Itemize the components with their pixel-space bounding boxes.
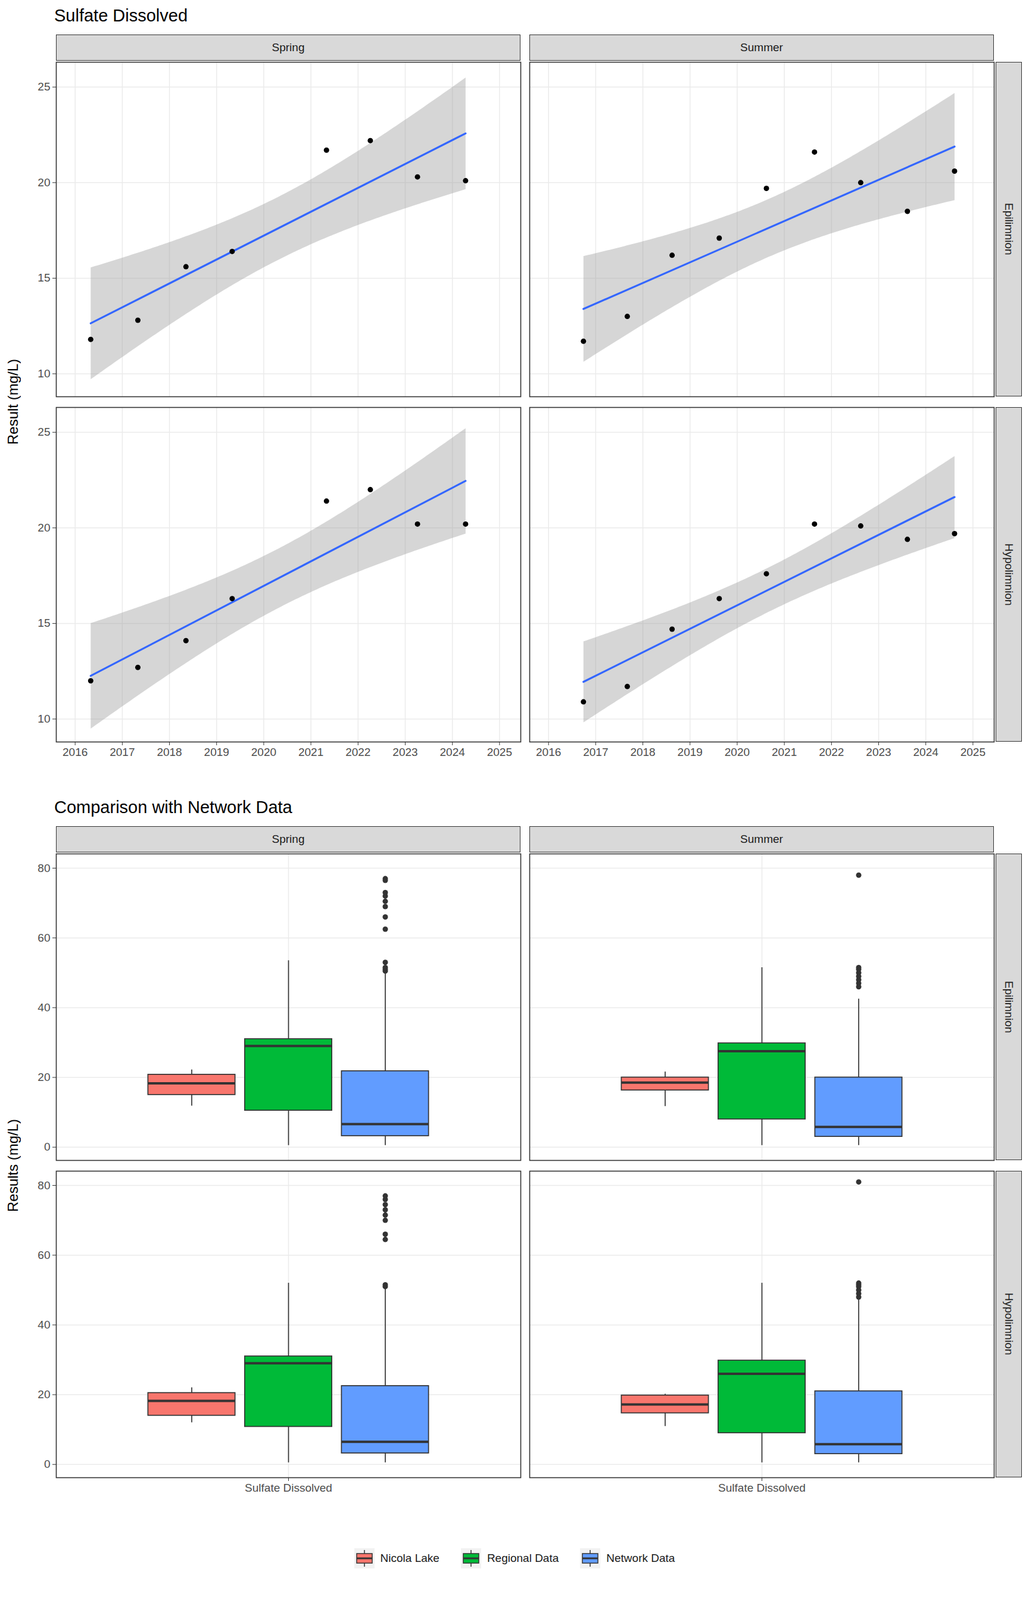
html-text:Epilimnion: Epilimnion: [1002, 203, 1016, 256]
svg-text:15: 15: [37, 616, 51, 630]
svg-text:80: 80: [37, 1179, 51, 1193]
svg-text:2018: 2018: [156, 746, 182, 759]
svg-text:2022: 2022: [345, 746, 371, 759]
svg-text:2025: 2025: [487, 746, 513, 759]
svg-text:Sulfate Dissolved: Sulfate Dissolved: [718, 1482, 806, 1495]
svg-text:2019: 2019: [204, 746, 230, 759]
svg-text:80: 80: [37, 862, 51, 875]
svg-text:2025: 2025: [960, 746, 986, 759]
svg-text:2016: 2016: [535, 746, 561, 759]
html-text:Comparison with Network Data: Comparison with Network Data: [54, 797, 293, 818]
html-text:Regional Data: Regional Data: [487, 1552, 559, 1565]
html-text:Summer: Summer: [740, 41, 784, 54]
svg-text:2016: 2016: [62, 746, 88, 759]
svg-text:0: 0: [44, 1458, 51, 1471]
html-text:Network Data: Network Data: [606, 1552, 675, 1565]
svg-text:Sulfate Dissolved: Sulfate Dissolved: [244, 1482, 333, 1495]
svg-text:20: 20: [37, 1388, 51, 1402]
svg-text:0: 0: [44, 1140, 51, 1154]
html-text:Hypolimnion: Hypolimnion: [1002, 1293, 1016, 1356]
svg-text:25: 25: [37, 80, 51, 93]
svg-text:25: 25: [37, 425, 51, 439]
svg-text:2020: 2020: [724, 746, 750, 759]
html-text:Hypolimnion: Hypolimnion: [1002, 543, 1016, 606]
svg-text:2021: 2021: [771, 746, 797, 759]
svg-text:2022: 2022: [818, 746, 844, 759]
svg-text:20: 20: [37, 176, 51, 189]
svg-text:40: 40: [37, 1319, 51, 1332]
svg-text:10: 10: [37, 367, 51, 380]
html-text:Epilimnion: Epilimnion: [1002, 981, 1016, 1034]
svg-text:15: 15: [37, 271, 51, 285]
svg-text:2023: 2023: [865, 746, 891, 759]
svg-text:2018: 2018: [630, 746, 656, 759]
svg-text:2023: 2023: [392, 746, 418, 759]
svg-text:60: 60: [37, 931, 51, 945]
svg-text:60: 60: [37, 1249, 51, 1262]
html-text:Results (mg/L): Results (mg/L): [4, 1119, 21, 1213]
html-text:Summer: Summer: [740, 833, 784, 846]
html-text:Result (mg/L): Result (mg/L): [4, 359, 21, 445]
html-text:Spring: Spring: [271, 41, 305, 54]
svg-text:20: 20: [37, 521, 51, 535]
svg-text:2020: 2020: [251, 746, 277, 759]
svg-text:2024: 2024: [440, 746, 466, 759]
html-text:Spring: Spring: [271, 833, 305, 846]
svg-text:10: 10: [37, 712, 51, 726]
svg-text:2017: 2017: [109, 746, 135, 759]
svg-text:20: 20: [37, 1071, 51, 1084]
svg-text:2021: 2021: [298, 746, 324, 759]
svg-text:2017: 2017: [582, 746, 608, 759]
html-text:Sulfate Dissolved: Sulfate Dissolved: [54, 5, 188, 26]
svg-text:2019: 2019: [677, 746, 703, 759]
svg-text:2024: 2024: [913, 746, 940, 759]
svg-text:40: 40: [37, 1001, 51, 1015]
html-text:Nicola Lake: Nicola Lake: [380, 1552, 440, 1565]
